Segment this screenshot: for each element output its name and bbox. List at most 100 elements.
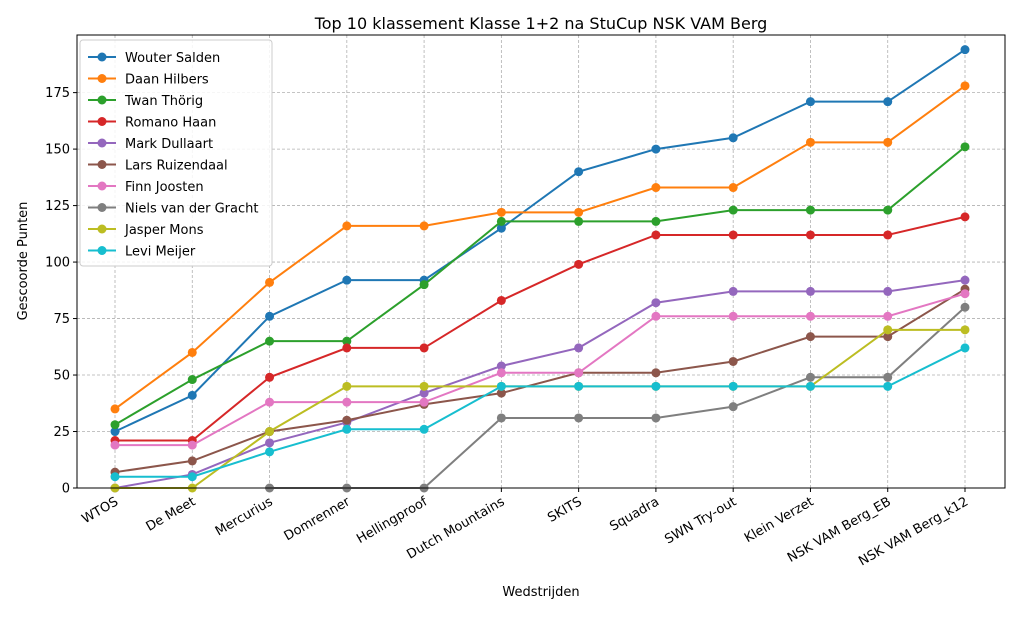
data-point	[574, 368, 584, 378]
data-point	[574, 216, 584, 226]
x-tick-label: SWN Try-out	[662, 494, 739, 547]
legend-marker	[97, 117, 107, 126]
data-point	[805, 332, 815, 342]
data-point	[960, 289, 970, 299]
data-point	[651, 216, 661, 226]
data-point	[574, 381, 584, 391]
data-point	[651, 183, 661, 193]
data-point	[883, 332, 893, 342]
data-point	[419, 424, 429, 434]
data-point	[574, 413, 584, 423]
legend-label: Lars Ruizendaal	[125, 159, 228, 174]
data-point	[651, 413, 661, 423]
y-axis-ticks: 0 25 50 75 100 125 150 175	[45, 86, 77, 497]
data-point	[728, 205, 738, 215]
data-point	[651, 381, 661, 391]
y-tick-label: 75	[53, 312, 70, 327]
data-point	[342, 343, 352, 353]
x-tick-label: De Meet	[144, 494, 199, 534]
data-point	[651, 298, 661, 308]
data-point	[883, 286, 893, 296]
data-point	[805, 137, 815, 147]
data-point	[265, 397, 275, 407]
data-point	[960, 302, 970, 312]
legend-label: Niels van der Gracht	[125, 202, 258, 217]
data-point	[187, 472, 197, 482]
legend-marker	[97, 138, 107, 148]
series-jasper-mons	[110, 325, 970, 493]
legend-marker	[97, 74, 107, 83]
y-tick-label: 150	[45, 143, 70, 158]
data-point	[805, 230, 815, 240]
data-point	[342, 415, 352, 425]
legend-item: Twan Thörig	[88, 94, 203, 109]
data-point	[342, 424, 352, 434]
series-daan-hilbers	[110, 81, 970, 414]
data-point	[187, 347, 197, 357]
data-point	[187, 456, 197, 466]
data-point	[496, 295, 506, 305]
legend-item: Mark Dullaart	[88, 137, 213, 152]
data-point	[496, 223, 506, 233]
y-tick-label: 50	[53, 369, 70, 384]
data-point	[883, 325, 893, 335]
data-point	[496, 207, 506, 217]
data-point	[110, 427, 120, 437]
series-line	[114, 146, 966, 426]
data-point	[960, 212, 970, 222]
series-romano-haan	[110, 212, 970, 446]
data-point	[496, 413, 506, 423]
data-point	[496, 216, 506, 226]
series-mark-dullaart	[110, 275, 970, 493]
data-point	[728, 183, 738, 193]
data-point	[651, 230, 661, 240]
series-line	[114, 288, 966, 474]
data-point	[265, 311, 275, 321]
legend-marker	[97, 181, 107, 191]
series-line	[115, 215, 966, 442]
legend-marker	[97, 160, 107, 169]
data-point	[651, 311, 661, 321]
series-line	[114, 279, 966, 489]
data-point	[651, 368, 661, 378]
data-point	[342, 336, 352, 346]
y-tick-label: 175	[45, 86, 70, 101]
data-point	[496, 381, 506, 391]
data-point	[728, 133, 738, 143]
y-tick-label: 0	[62, 482, 70, 497]
series-twan-th-rig	[110, 142, 970, 430]
data-point	[342, 275, 352, 285]
data-point	[651, 144, 661, 154]
data-point	[342, 381, 352, 391]
legend-label: Mark Dullaart	[125, 137, 213, 152]
data-point	[574, 207, 584, 217]
data-point	[805, 381, 815, 391]
data-point	[419, 280, 429, 290]
x-tick-label: Squadra	[607, 494, 662, 534]
legend-item: Finn Joosten	[88, 180, 204, 195]
series-line	[114, 85, 966, 410]
chart-title: Top 10 klassement Klasse 1+2 na StuCup N…	[314, 14, 768, 33]
data-point	[419, 221, 429, 231]
data-point	[960, 81, 970, 91]
data-point	[574, 167, 584, 177]
y-axis-label: Gescoorde Punten	[16, 202, 31, 321]
data-point	[960, 45, 970, 55]
data-point	[265, 427, 275, 437]
series-finn-joosten	[110, 289, 970, 450]
series-line	[115, 292, 966, 447]
legend-item: Romano Haan	[88, 116, 216, 131]
data-point	[496, 361, 506, 371]
legend-label: Twan Thörig	[124, 94, 203, 109]
data-point	[265, 372, 275, 382]
data-point	[419, 343, 429, 353]
data-point	[110, 404, 120, 414]
legend: Wouter Salden Daan Hilbers Twan Thörig Roma…	[79, 39, 273, 267]
series-wouter-salden	[110, 45, 970, 437]
data-point	[883, 205, 893, 215]
legend-label: Jasper Mons	[124, 223, 204, 238]
x-axis-label: Wedstrijden	[502, 585, 579, 600]
legend-label: Finn Joosten	[125, 180, 204, 195]
data-point	[728, 356, 738, 366]
series-line	[114, 48, 966, 433]
